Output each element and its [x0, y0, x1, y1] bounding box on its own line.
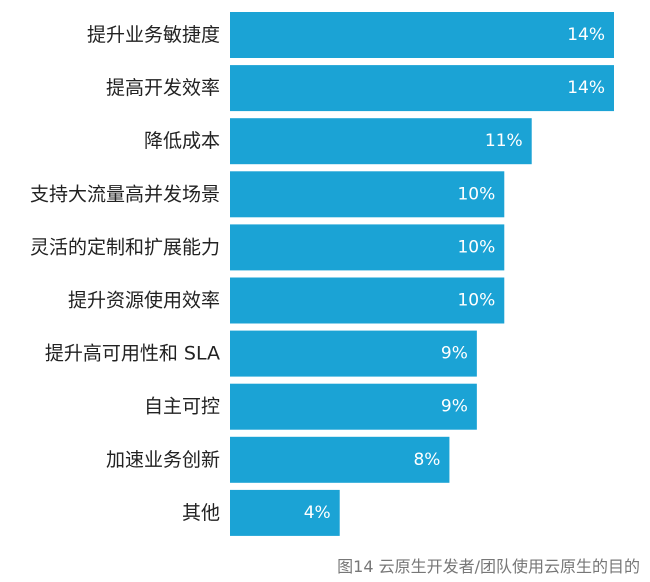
bar — [230, 277, 505, 324]
bar-row: 自主可控 9% — [144, 383, 477, 430]
value-label: 8% — [413, 450, 440, 470]
value-number: 10 — [457, 291, 479, 311]
bar-row: 提高开发效率 14% — [106, 65, 614, 112]
category-label: 降低成本 — [144, 130, 220, 152]
value-label: 9% — [441, 344, 468, 364]
bar — [230, 12, 614, 58]
value-label: 9% — [441, 397, 468, 417]
value-number: 11 — [485, 131, 507, 151]
value-number: 9 — [441, 344, 452, 364]
bar — [230, 489, 340, 536]
category-label: 提高开发效率 — [106, 77, 220, 99]
bar — [230, 436, 450, 483]
category-label: 支持大流量高并发场景 — [30, 183, 220, 205]
value-number: 10 — [457, 184, 479, 204]
category-label: 自主可控 — [144, 396, 220, 418]
category-label: 其他 — [182, 502, 220, 524]
bar-row: 灵活的定制和扩展能力 10% — [30, 224, 505, 271]
value-unit: % — [315, 503, 331, 523]
value-number: 8 — [413, 450, 424, 470]
category-label: 提升高可用性和 SLA — [45, 343, 220, 365]
value-number: 4 — [304, 503, 315, 523]
value-label: 11% — [485, 131, 523, 151]
value-unit: % — [424, 450, 440, 470]
value-label: 10% — [457, 237, 495, 257]
category-label: 灵活的定制和扩展能力 — [30, 236, 220, 258]
category-label: 提升业务敏捷度 — [87, 24, 220, 46]
bar — [230, 171, 505, 218]
value-unit: % — [589, 25, 605, 45]
bar — [230, 118, 532, 165]
value-label: 10% — [457, 184, 495, 204]
value-label: 4% — [304, 503, 331, 523]
bar-row: 降低成本 11% — [144, 118, 532, 165]
bar-row: 提升资源使用效率 10% — [68, 277, 505, 324]
value-unit: % — [479, 184, 495, 204]
value-label: 10% — [457, 291, 495, 311]
value-unit: % — [589, 78, 605, 98]
value-number: 9 — [441, 397, 452, 417]
bar-row: 支持大流量高并发场景 10% — [30, 171, 505, 218]
value-unit: % — [507, 131, 523, 151]
bar — [230, 224, 505, 271]
bar — [230, 65, 614, 112]
value-number: 14 — [567, 25, 589, 45]
bar — [230, 330, 477, 377]
bar — [230, 383, 477, 430]
value-label: 14% — [567, 25, 605, 45]
plot-area: 提升业务敏捷度 14%提高开发效率 14%降低成本 11%支持大流量高并发场景 10%灵… — [30, 12, 614, 536]
value-unit: % — [452, 344, 468, 364]
category-label: 加速业务创新 — [106, 449, 220, 471]
bar-row: 提升高可用性和 SLA 9% — [45, 330, 477, 377]
value-number: 10 — [457, 237, 479, 257]
figure-caption: 图14 云原生开发者/团队使用云原生的目的 — [337, 557, 640, 576]
bar-row: 提升业务敏捷度 14% — [87, 12, 614, 58]
bar-row: 其他 4% — [182, 489, 340, 536]
category-label: 提升资源使用效率 — [68, 290, 220, 312]
value-label: 14% — [567, 78, 605, 98]
value-unit: % — [479, 237, 495, 257]
value-number: 14 — [567, 78, 589, 98]
bar-row: 加速业务创新 8% — [106, 436, 450, 483]
value-unit: % — [452, 397, 468, 417]
value-unit: % — [479, 291, 495, 311]
